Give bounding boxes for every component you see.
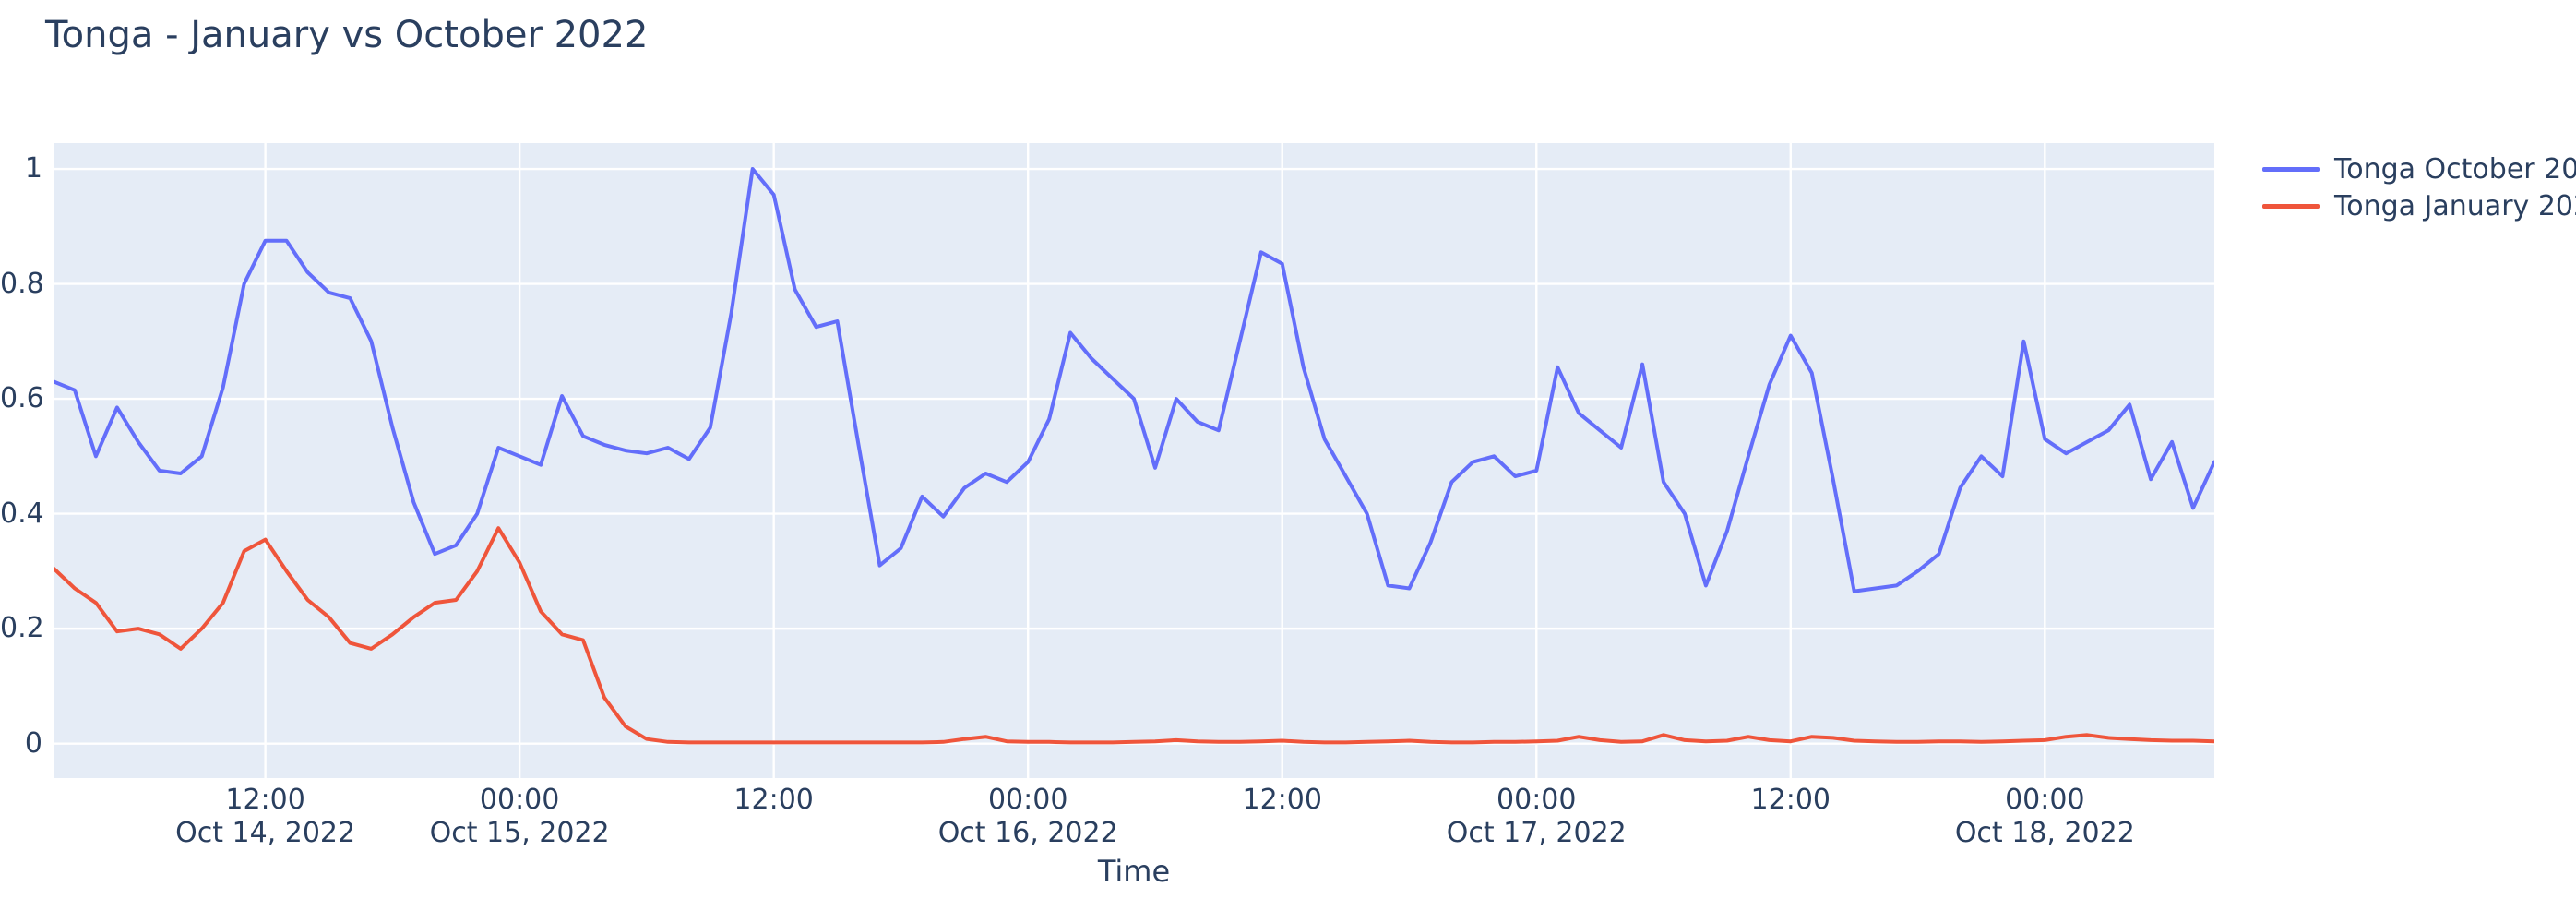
x-axis-tick-label: 00:00 Oct 17, 2022 bbox=[1416, 784, 1656, 850]
x-tick-date: Oct 15, 2022 bbox=[429, 817, 610, 849]
legend-line-swatch bbox=[2262, 166, 2320, 172]
y-axis-tick-label: 0.8 bbox=[0, 267, 44, 300]
y-axis-tick-label: 0.2 bbox=[0, 612, 44, 645]
legend: Tonga October 2022Tonga January 2022 bbox=[2262, 150, 2576, 224]
grid-layer bbox=[54, 143, 2214, 778]
x-tick-time: 00:00 bbox=[2005, 784, 2085, 816]
x-tick-time: 12:00 bbox=[225, 784, 305, 816]
plot-area[interactable] bbox=[54, 143, 2214, 778]
x-tick-date: Oct 18, 2022 bbox=[1954, 817, 2135, 849]
x-tick-time: 00:00 bbox=[987, 784, 1068, 816]
legend-label: Tonga October 2022 bbox=[2334, 152, 2576, 186]
chart-title: Tonga - January vs October 2022 bbox=[45, 14, 649, 56]
legend-item[interactable]: Tonga October 2022 bbox=[2262, 150, 2576, 187]
series-line-october[interactable] bbox=[54, 167, 2214, 593]
x-axis-tick-label: 00:00 Oct 18, 2022 bbox=[1925, 784, 2165, 850]
x-tick-time: 12:00 bbox=[1242, 784, 1322, 816]
legend-line-swatch bbox=[2262, 203, 2320, 209]
x-tick-date: Oct 16, 2022 bbox=[937, 817, 1118, 849]
x-tick-time: 00:00 bbox=[479, 784, 560, 816]
x-tick-date: Oct 14, 2022 bbox=[175, 817, 356, 849]
legend-label: Tonga January 2022 bbox=[2334, 189, 2576, 222]
series-layer bbox=[54, 167, 2214, 745]
x-tick-time: 00:00 bbox=[1497, 784, 1577, 816]
y-axis-tick-label: 0 bbox=[24, 726, 42, 760]
x-axis-tick-label: 00:00 Oct 16, 2022 bbox=[908, 784, 1148, 850]
x-tick-time: 12:00 bbox=[1750, 784, 1831, 816]
x-tick-date: Oct 17, 2022 bbox=[1446, 817, 1627, 849]
y-axis-tick-label: 1 bbox=[24, 152, 42, 186]
x-axis-tick-label: 12:00 Oct 14, 2022 bbox=[146, 784, 386, 850]
series-line-january[interactable] bbox=[54, 526, 2214, 745]
y-axis-tick-label: 0.6 bbox=[0, 382, 44, 415]
x-axis-tick-label: 00:00 Oct 15, 2022 bbox=[400, 784, 639, 850]
plot-canvas[interactable] bbox=[54, 143, 2214, 778]
x-axis-tick-label: 12:00 bbox=[1163, 784, 1402, 817]
x-axis-title: Time bbox=[1097, 854, 1171, 889]
x-axis-tick-label: 12:00 bbox=[1671, 784, 1911, 817]
legend-item[interactable]: Tonga January 2022 bbox=[2262, 187, 2576, 224]
x-axis-tick-label: 12:00 bbox=[654, 784, 894, 817]
x-tick-time: 12:00 bbox=[733, 784, 814, 816]
y-axis-tick-label: 0.4 bbox=[0, 497, 44, 530]
